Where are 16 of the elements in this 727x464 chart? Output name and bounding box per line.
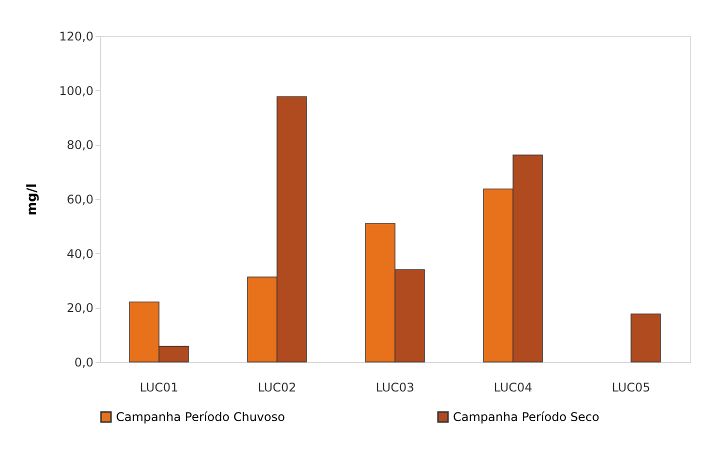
y-tick-label: 60,0 [66,192,94,206]
y-axis-title: mg/l [25,183,40,216]
y-tick-label: 20,0 [66,301,94,316]
x-tick-label: LUC05 [612,380,650,394]
y-tick-label: 100,0 [59,84,94,98]
x-tick-label: LUC04 [494,380,532,394]
y-tick-label: 40,0 [66,246,94,261]
bar [630,314,661,362]
legend-label: Campanha Período Chuvoso [116,410,285,424]
y-tick-label: 0,0 [74,356,94,370]
x-tick-label: LUC01 [140,380,178,394]
x-tick-label: LUC02 [258,380,296,394]
legend-label: Campanha Período Seco [453,410,600,424]
y-tick-label: 120,0 [59,30,94,44]
y-tick-label: 80,0 [66,138,94,152]
x-tick-label: LUC03 [376,380,414,394]
